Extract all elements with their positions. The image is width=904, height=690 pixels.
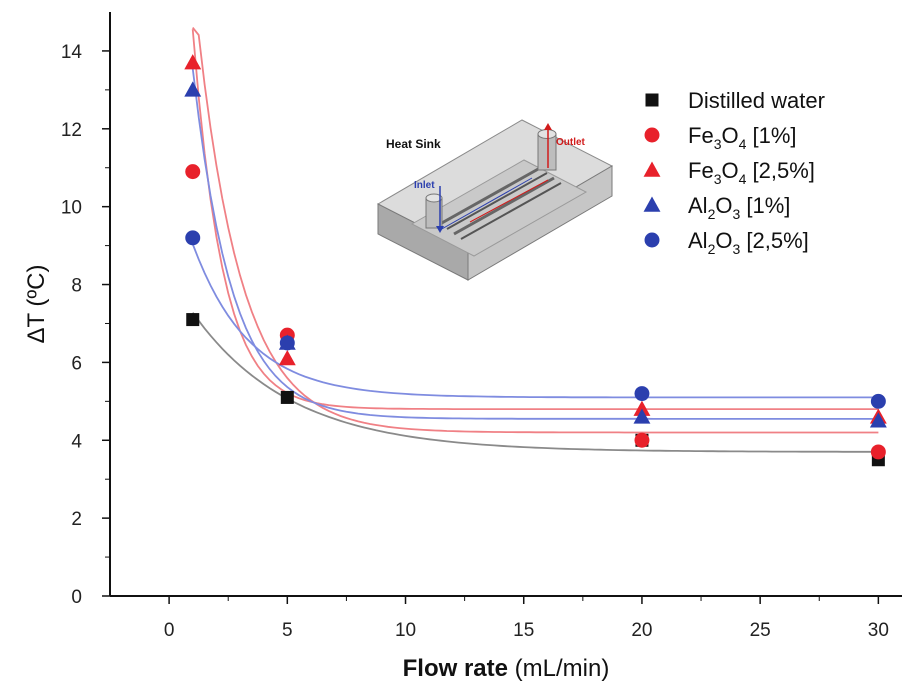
- legend-text-part: Al: [688, 193, 708, 218]
- legend-marker-4: [644, 232, 660, 248]
- inset-inlet-label: Inlet: [414, 180, 435, 191]
- inset-inlet-cap: [425, 193, 443, 203]
- inset-channel-4: [460, 182, 562, 240]
- legend-text-part: Fe: [688, 123, 714, 148]
- legend-subscript: 4: [739, 171, 747, 187]
- legend-text-part: Fe: [688, 158, 714, 183]
- y-tick-label: 0: [71, 587, 82, 608]
- x-tick-label: 25: [750, 620, 771, 641]
- legend-marker-0: [645, 93, 659, 107]
- y-tick-label: 4: [71, 431, 82, 452]
- legend-subscript: 3: [714, 171, 722, 187]
- x-axis-title-bold: Flow rate: [403, 655, 508, 682]
- data-point-s0-1: [280, 390, 294, 404]
- legend-label-3: Al2O3 [1%]: [688, 193, 790, 222]
- legend-text-part: [1%]: [746, 123, 796, 148]
- x-axis-title: Flow rate (mL/min): [403, 655, 610, 682]
- data-point-s1-0: [185, 164, 201, 180]
- legend-subscript: 3: [714, 136, 722, 152]
- inset-outlet-path: [469, 179, 549, 223]
- legend-marker-3: [643, 196, 661, 212]
- fit-curve-0: [191, 312, 879, 453]
- heat-sink-inset: Heat Sink Inlet Outlet: [376, 119, 614, 281]
- y-tick-label: 12: [61, 120, 82, 141]
- legend-subscript: 3: [732, 206, 740, 222]
- inset-outlet-cap: [537, 129, 557, 139]
- legend-text-part: O: [715, 193, 732, 218]
- legend-text-part: O: [721, 158, 738, 183]
- x-tick-label: 0: [164, 620, 175, 641]
- x-tick-label: 5: [282, 620, 293, 641]
- fit-curve-1: [192, 27, 879, 434]
- legend-subscript: 4: [739, 136, 747, 152]
- fit-curve-3: [191, 68, 879, 420]
- y-tick-label: 6: [71, 353, 82, 374]
- axes: 0 5 10 15 20 25 30 0 2 4 6 8 10 12 14 Flow rate (mL/min…: [23, 12, 902, 682]
- legend-text-part: [2,5%]: [740, 228, 808, 253]
- y-tick-label: 14: [61, 42, 83, 63]
- data-point-s1-3: [870, 444, 886, 460]
- y-tick-label: 2: [71, 509, 82, 530]
- inset-inlet-path: [439, 177, 533, 231]
- x-tick-label: 30: [868, 620, 889, 641]
- inset-outlet-label: Outlet: [556, 137, 586, 148]
- legend-label-4: Al2O3 [2,5%]: [688, 228, 809, 257]
- x-tick-label: 15: [513, 620, 534, 641]
- x-tick-label: 20: [631, 620, 652, 641]
- inset-channel-1: [439, 166, 541, 226]
- fit-curves: [191, 27, 879, 453]
- data-point-s4-1: [279, 335, 295, 351]
- legend-marker-1: [644, 127, 660, 143]
- inset-channel-2: [446, 172, 548, 230]
- x-axis-title-unit: (mL/min): [508, 655, 609, 682]
- data-point-s2-0: [184, 54, 202, 70]
- legend-text-part: [2,5%]: [746, 158, 814, 183]
- data-point-s3-0: [184, 81, 202, 97]
- data-point-s2-1: [278, 350, 296, 366]
- data-points: [184, 54, 887, 467]
- legend-subscript: 2: [708, 206, 716, 222]
- inset-heat-sink-label: Heat Sink: [386, 137, 441, 151]
- data-point-s4-3: [870, 393, 886, 409]
- inset-outlet-arrowhead: [544, 123, 552, 130]
- fit-curve-4: [191, 243, 879, 399]
- data-point-s2-2: [633, 400, 651, 416]
- legend-subscript: 2: [708, 241, 716, 257]
- y-tick-label: 8: [71, 276, 82, 297]
- legend-text-part: Al: [688, 228, 708, 253]
- legend-label-1: Fe3O4 [1%]: [688, 123, 797, 152]
- data-point-s3-3: [869, 412, 887, 428]
- legend-text-part: O: [715, 228, 732, 253]
- x-tick-label: 10: [395, 620, 416, 641]
- fit-curve-2: [191, 29, 879, 410]
- legend-label-0: Distilled water: [688, 88, 825, 113]
- inset-outlet-pillar: [537, 133, 557, 171]
- data-point-s3-2: [633, 408, 651, 424]
- data-point-s1-2: [634, 432, 650, 448]
- legend-label-2: Fe3O4 [2,5%]: [688, 158, 815, 187]
- legend-text-part: O: [721, 123, 738, 148]
- data-point-s0-0: [186, 313, 200, 327]
- data-point-s4-2: [634, 386, 650, 402]
- inset-channel-3: [453, 176, 555, 236]
- legend-marker-2: [643, 161, 661, 177]
- legend-subscript: 3: [732, 241, 740, 257]
- data-point-s4-0: [185, 230, 201, 246]
- y-tick-label: 10: [61, 198, 82, 219]
- y-axis-title: ΔT (ºC): [23, 264, 50, 343]
- legend-text-part: [1%]: [740, 193, 790, 218]
